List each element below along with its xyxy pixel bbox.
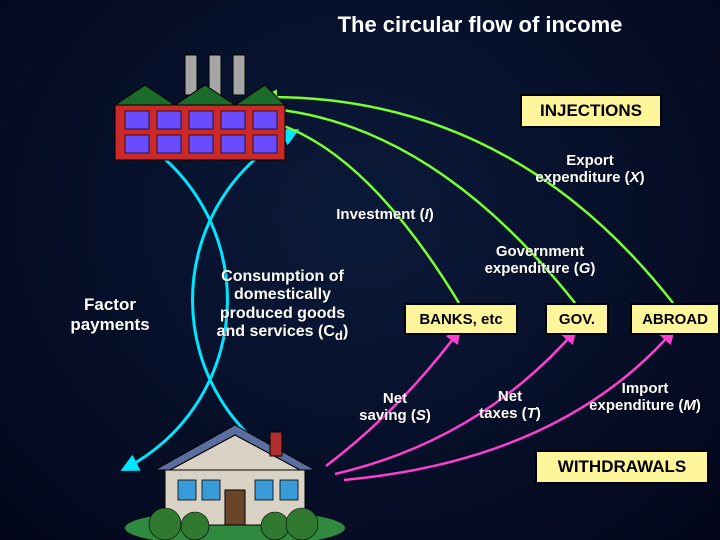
box-gov: GOV. (545, 303, 609, 335)
house-icon (125, 425, 345, 540)
label-investment-i: Investment (I) (305, 206, 465, 223)
label-factor-payments: Factorpayments (50, 295, 170, 334)
page-title: The circular flow of income (250, 12, 710, 37)
factory-icon (115, 55, 285, 160)
box-withdrawals: WITHDRAWALS (535, 450, 709, 484)
box-abroad: ABROAD (630, 303, 720, 335)
label-net-taxes-t: Nettaxes (T) (450, 388, 570, 423)
label-gov-expenditure-g: Governmentexpenditure (G) (445, 243, 635, 278)
diagram-stage: The circular flow of income Factorpayment… (0, 0, 720, 540)
label-consumption-cd: Consumption ofdomesticallyproduced goods… (180, 268, 385, 344)
box-banks: BANKS, etc (404, 303, 518, 335)
box-injections: INJECTIONS (520, 94, 662, 128)
label-export-expenditure-x: Exportexpenditure (X) (495, 152, 685, 187)
label-net-saving-s: Netsaving (S) (335, 390, 455, 425)
label-import-expenditure-m: Importexpenditure (M) (560, 380, 720, 415)
